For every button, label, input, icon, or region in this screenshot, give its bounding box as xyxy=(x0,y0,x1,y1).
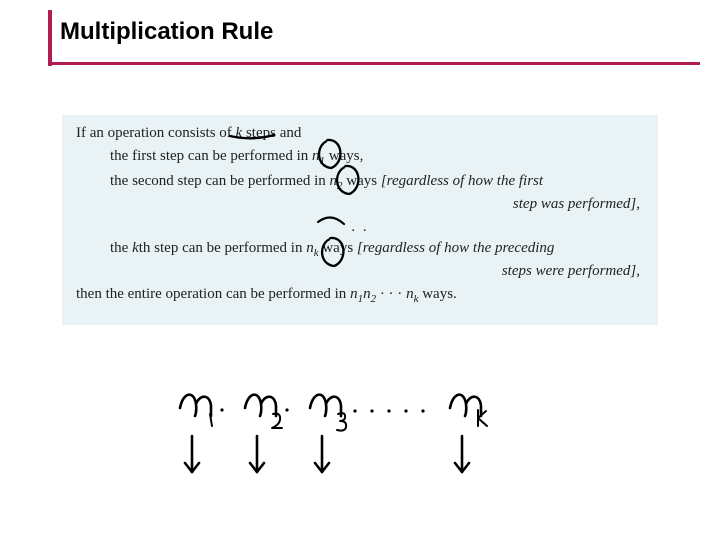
intro-text-a: If an operation consists of xyxy=(76,125,236,141)
step2-b: ways xyxy=(343,173,381,189)
concl-b: ways. xyxy=(418,286,456,302)
stepk-c: ways xyxy=(319,240,357,256)
stepk-note-line2: steps were performed], xyxy=(76,263,640,280)
step2-note-inline: [regardless of how the first xyxy=(381,173,543,189)
title-vertical-accent xyxy=(48,10,52,66)
stepk-b: th step can be performed in xyxy=(139,240,306,256)
step2-n: n xyxy=(330,173,338,189)
theorem-step-k: the kth step can be performed in nk ways… xyxy=(110,240,644,259)
handwritten-product xyxy=(150,380,570,500)
title-horizontal-rule xyxy=(48,62,700,65)
slide-title-region: Multiplication Rule xyxy=(0,0,720,46)
vdots-text: . . xyxy=(351,219,368,235)
step2-a: the second step can be performed in xyxy=(110,173,330,189)
concl-nk: n xyxy=(406,286,414,302)
theorem-step-2: the second step can be performed in n2 w… xyxy=(110,173,644,192)
step1-n: n xyxy=(312,148,320,164)
theorem-conclusion: then the entire operation can be perform… xyxy=(76,286,644,305)
slide-title: Multiplication Rule xyxy=(60,18,720,46)
concl-dots: · · · xyxy=(376,286,406,302)
step1-a: the first step can be performed in xyxy=(110,148,312,164)
theorem-intro: If an operation consists of k steps and xyxy=(76,125,644,142)
step2-note-line2: step was performed], xyxy=(76,196,640,213)
stepk-a: the xyxy=(110,240,132,256)
intro-text-b: steps and xyxy=(242,125,301,141)
stepk-n: n xyxy=(306,240,314,256)
stepk-k: k xyxy=(132,240,139,256)
step1-b: ways, xyxy=(325,148,363,164)
concl-n2: n xyxy=(363,286,371,302)
theorem-step-1: the first step can be performed in n1 wa… xyxy=(110,148,644,167)
stepk-note-inline: [regardless of how the preceding xyxy=(357,240,554,256)
theorem-vdots: . . xyxy=(76,219,644,236)
theorem-box: If an operation consists of k steps and … xyxy=(62,115,658,325)
concl-a: then the entire operation can be perform… xyxy=(76,286,350,302)
concl-n1: n xyxy=(350,286,358,302)
